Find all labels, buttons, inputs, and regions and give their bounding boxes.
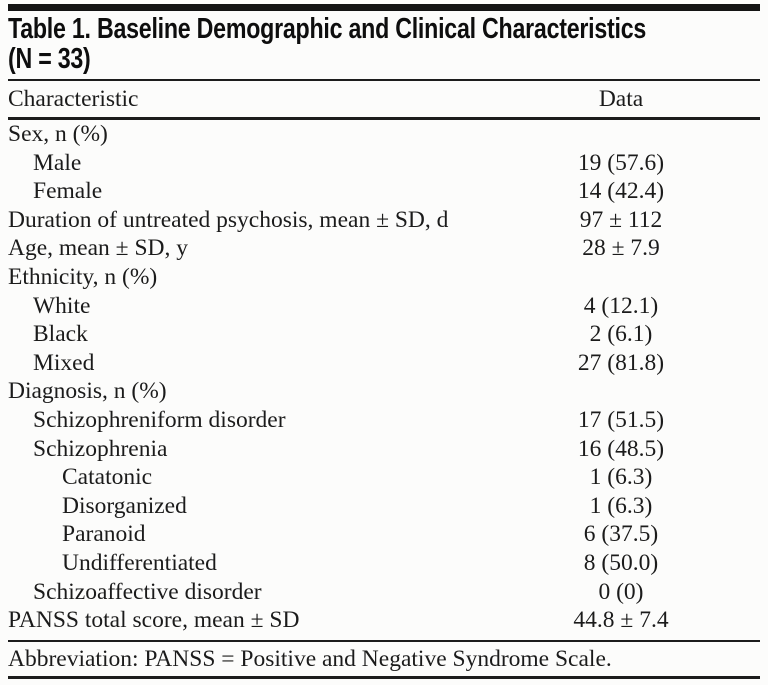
row-value: 8 (50.0) <box>583 549 659 576</box>
row-label: Mixed <box>33 349 95 376</box>
row-label: Catatonic <box>62 464 153 491</box>
row-label: Male <box>33 149 82 176</box>
table-row: Diagnosis, n (%) <box>8 377 760 406</box>
table-row: Disorganized 1 (6.3) <box>8 492 760 521</box>
row-value: 17 (51.5) <box>577 406 665 433</box>
title-divider <box>8 79 760 81</box>
row-label: Diagnosis, n (%) <box>8 378 167 405</box>
footnote-divider <box>8 640 760 642</box>
row-label: Sex, n (%) <box>8 121 108 147</box>
row-value: 19 (57.6) <box>577 149 665 176</box>
table-row: Duration of untreated psychosis, mean ± … <box>8 206 760 235</box>
table-row: Ethnicity, n (%) <box>8 263 760 292</box>
row-value: 2 (6.1) <box>589 321 653 348</box>
row-label: Schizoaffective disorder <box>33 578 262 605</box>
table-row: Age, mean ± SD, y 28 ± 7.9 <box>8 234 760 263</box>
row-label: Female <box>33 178 103 205</box>
bottom-border <box>8 676 760 679</box>
row-label: Undifferentiated <box>62 549 217 576</box>
row-value: 27 (81.8) <box>577 349 665 376</box>
row-label: PANSS total score, mean ± SD <box>8 607 300 634</box>
row-label: Ethnicity, n (%) <box>8 263 158 290</box>
table-row: Mixed 27 (81.8) <box>8 349 760 378</box>
row-value: 14 (42.4) <box>577 178 665 205</box>
row-value: 1 (6.3) <box>589 492 653 519</box>
column-header-data: Data <box>598 86 644 112</box>
table-title-block: Table 1. Baseline Demographic and Clinic… <box>8 13 647 75</box>
row-value: 0 (0) <box>598 578 644 605</box>
header-divider <box>8 117 760 120</box>
table-row: Paranoid 6 (37.5) <box>8 520 760 549</box>
table-row: Catatonic 1 (6.3) <box>8 463 760 492</box>
table-footnote: Abbreviation: PANSS = Positive and Negat… <box>8 646 612 672</box>
row-value: 6 (37.5) <box>583 521 659 548</box>
table-title: Table 1. Baseline Demographic and Clinic… <box>8 13 647 45</box>
row-label: Duration of untreated psychosis, mean ± … <box>8 206 449 233</box>
row-label: Black <box>33 321 88 348</box>
row-label: Schizophrenia <box>33 435 168 462</box>
table-row: Female 14 (42.4) <box>8 177 760 206</box>
table-row: Male 19 (57.6) <box>8 149 760 178</box>
table-row: PANSS total score, mean ± SD 44.8 ± 7.4 <box>8 606 760 635</box>
table-row: Schizophreniform disorder 17 (51.5) <box>8 406 760 435</box>
row-value: 44.8 ± 7.4 <box>573 607 669 634</box>
table-body: Sex, n (%) Male 19 (57.6) Female 14 (42.4) Du… <box>8 120 760 635</box>
row-value: 28 ± 7.9 <box>582 235 660 262</box>
table-subtitle: (N = 33) <box>8 43 91 75</box>
top-border <box>8 4 760 11</box>
row-value: 4 (12.1) <box>583 292 659 319</box>
row-label: Age, mean ± SD, y <box>8 235 188 262</box>
table-row: Schizophrenia 16 (48.5) <box>8 435 760 464</box>
row-value: 16 (48.5) <box>577 435 665 462</box>
row-label: Disorganized <box>62 492 187 519</box>
row-label: Schizophreniform disorder <box>33 406 286 433</box>
column-header-characteristic: Characteristic <box>8 86 139 112</box>
table-row: Schizoaffective disorder 0 (0) <box>8 578 760 607</box>
row-label: White <box>33 292 91 319</box>
table-row: Undifferentiated 8 (50.0) <box>8 549 760 578</box>
row-value: 1 (6.3) <box>589 464 653 491</box>
table-row: Black 2 (6.1) <box>8 320 760 349</box>
table-row: Sex, n (%) <box>8 120 760 149</box>
row-label: Paranoid <box>62 521 146 548</box>
row-value: 97 ± 112 <box>579 206 663 233</box>
table-row: White 4 (12.1) <box>8 292 760 321</box>
